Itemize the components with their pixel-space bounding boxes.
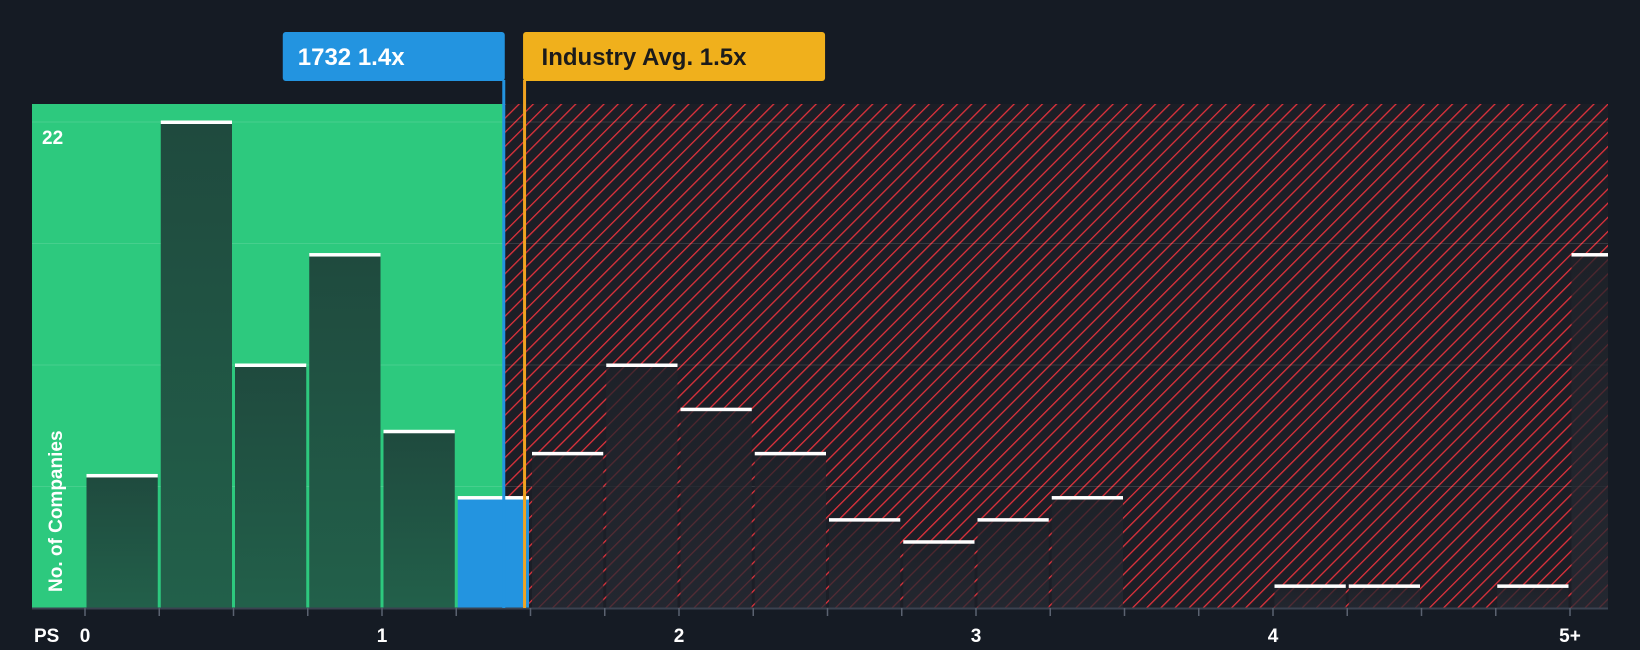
y-axis-title: No. of Companies bbox=[46, 430, 67, 592]
bar-12 bbox=[903, 541, 975, 608]
bar-cap-7 bbox=[532, 451, 604, 456]
x-axis-title: PS bbox=[34, 626, 59, 647]
bar-cap-14 bbox=[1051, 496, 1123, 500]
bar-cap-1 bbox=[86, 473, 158, 478]
bar-15 bbox=[1274, 585, 1346, 608]
bar-17 bbox=[1497, 585, 1569, 608]
bar-cap-10 bbox=[754, 451, 826, 456]
bar-cap-15 bbox=[1274, 584, 1346, 588]
bar-13 bbox=[977, 519, 1049, 608]
bar-16 bbox=[1348, 585, 1420, 608]
markers: 1732 1.4x Industry Avg. 1.5x bbox=[282, 32, 826, 608]
company-label-box bbox=[282, 32, 505, 81]
industry-label: Industry Avg. 1.5x bbox=[542, 44, 748, 71]
bar-cap-3 bbox=[235, 363, 307, 367]
bar-14 bbox=[1051, 497, 1123, 608]
bar-4 bbox=[309, 254, 381, 608]
x-tick-label-5+: 5+ bbox=[1559, 626, 1581, 647]
bar-10 bbox=[754, 453, 826, 608]
bar-cap-4 bbox=[309, 253, 381, 257]
x-tick-label-4: 4 bbox=[1268, 626, 1279, 647]
bar-cap-18 bbox=[1571, 253, 1608, 257]
bar-2 bbox=[160, 122, 232, 608]
bar-cap-16 bbox=[1348, 584, 1420, 588]
bar-7 bbox=[532, 453, 604, 608]
y-max-label: 22 bbox=[42, 128, 63, 149]
x-tick-label-3: 3 bbox=[971, 626, 982, 647]
bar-cap-9 bbox=[680, 407, 752, 412]
bar-cap-12 bbox=[903, 540, 975, 544]
bar-cap-5 bbox=[383, 429, 455, 434]
bar-cap-2 bbox=[160, 120, 232, 124]
bar-11 bbox=[829, 519, 901, 608]
bar-cap-17 bbox=[1497, 584, 1569, 588]
x-ticks: 0 1 2 3 4 5+ bbox=[80, 608, 1581, 647]
bar-cap-8 bbox=[606, 363, 678, 367]
x-tick-label-1: 1 bbox=[377, 626, 388, 647]
industry-label-box bbox=[523, 32, 826, 81]
bar-cap-11 bbox=[829, 518, 901, 522]
bars bbox=[86, 120, 1608, 608]
bar-1 bbox=[86, 475, 158, 608]
bar-3 bbox=[235, 365, 307, 608]
bar-9 bbox=[680, 409, 752, 608]
x-tick-label-2: 2 bbox=[674, 626, 685, 647]
bar-18 bbox=[1571, 254, 1608, 608]
bar-5 bbox=[383, 431, 455, 608]
bar-cap-13 bbox=[977, 518, 1049, 522]
x-tick-label-0: 0 bbox=[80, 626, 91, 647]
bar-cap-6 bbox=[457, 496, 529, 500]
bar-6 bbox=[457, 497, 529, 608]
company-label: 1732 1.4x bbox=[298, 44, 405, 71]
bar-8 bbox=[606, 365, 678, 608]
